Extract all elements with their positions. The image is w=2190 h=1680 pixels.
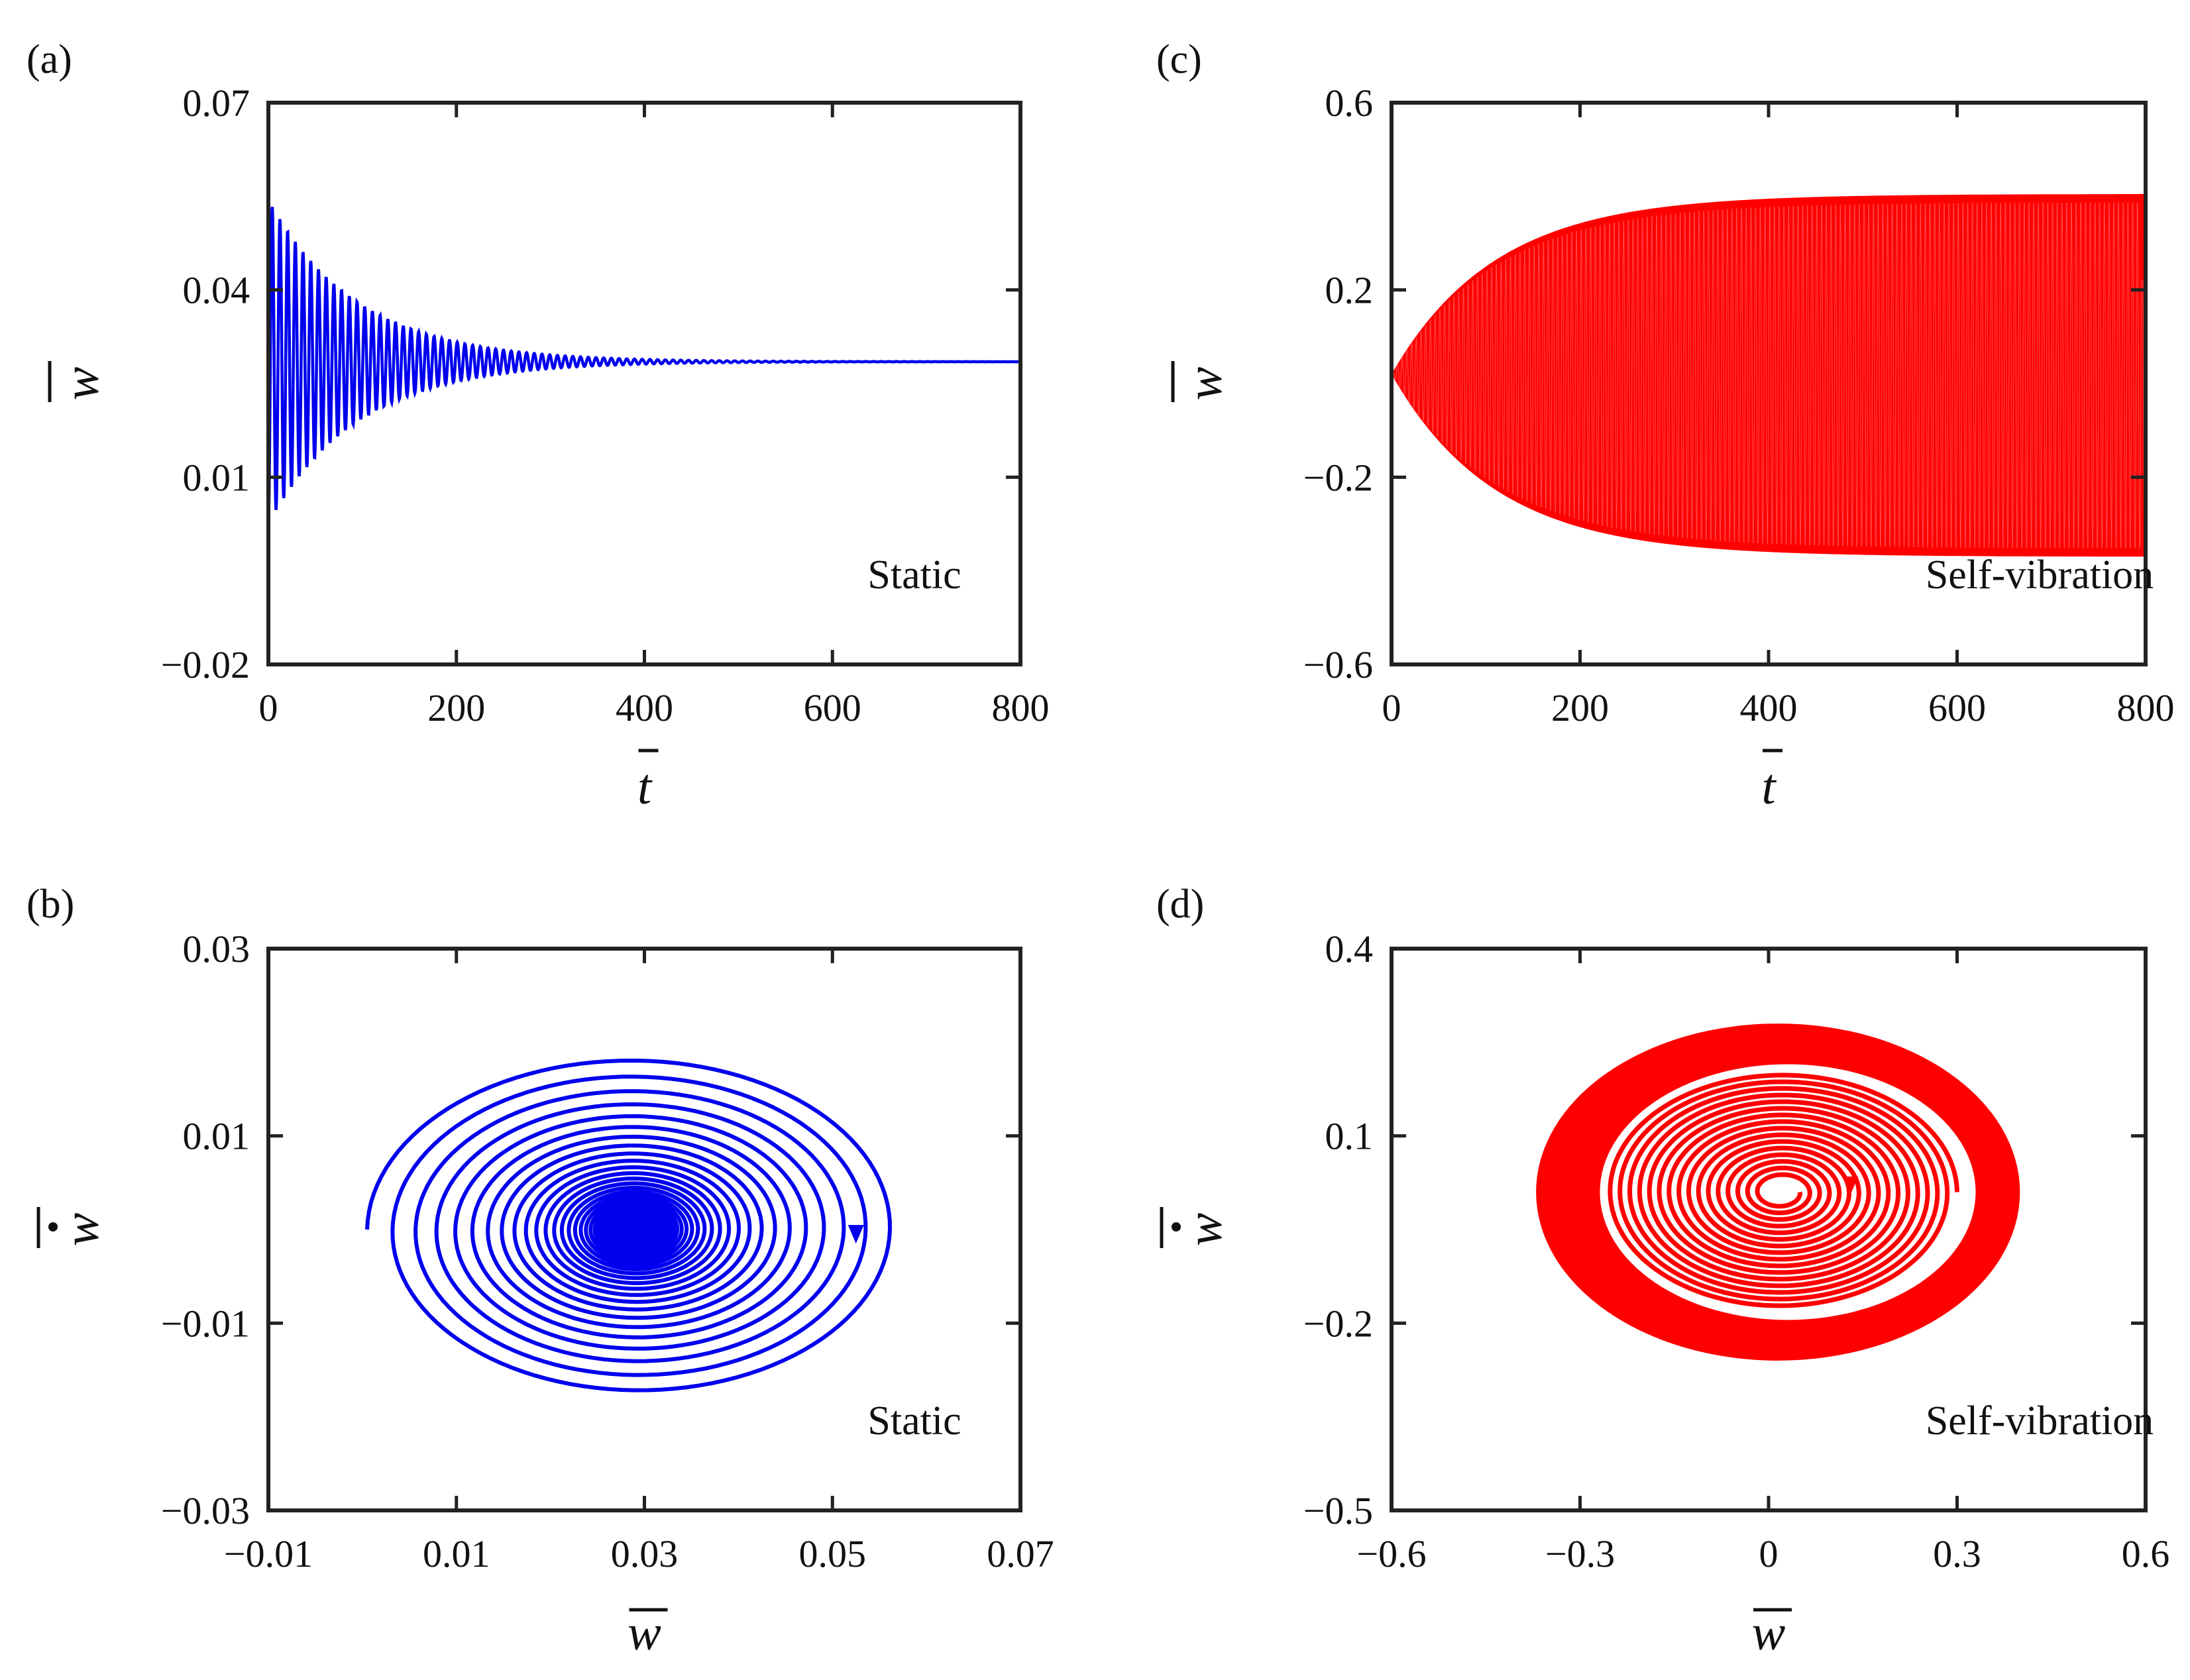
plot-area-b <box>365 1058 893 1392</box>
x-tick-label: 0 <box>1382 686 1401 729</box>
x-tick-label: 0.05 <box>799 1532 867 1575</box>
plot-area-d <box>1536 1024 2020 1361</box>
x-tick-label: 800 <box>992 686 1050 729</box>
phase-trajectory <box>1608 1073 1959 1308</box>
x-tick-label: 0 <box>1759 1532 1779 1575</box>
y-axis-label-group: w <box>36 1207 109 1248</box>
x-tick-label: −0.6 <box>1356 1532 1426 1575</box>
y-axis-label-group: w <box>48 361 109 402</box>
y-tick-label: 0.03 <box>183 927 250 971</box>
trajectory-core <box>598 1203 672 1256</box>
y-label-dot <box>1172 1222 1181 1232</box>
x-tick-label: 800 <box>2117 686 2175 729</box>
y-axis-label: w <box>1177 366 1232 400</box>
y-axis-label: w <box>54 1212 109 1246</box>
x-tick-label: 0.01 <box>423 1532 490 1575</box>
y-tick-label: −0.02 <box>161 643 250 686</box>
annotation: Self-vibration <box>1926 1398 2154 1444</box>
direction-arrow <box>848 1225 864 1244</box>
annotation: Self-vibration <box>1926 552 2154 598</box>
y-axis-label-group: w <box>1160 1207 1232 1248</box>
panel-b: −0.01 0.01 0.03 0.05 0.07−0.03−0.010.010.03(… <box>27 882 1054 1661</box>
x-tick-label: 400 <box>1740 686 1798 729</box>
plot-area-c <box>1392 193 2146 557</box>
panel-c: 0 200 400 600 800 −0.6 −0.2 0.2 0.6 (c) Self-vibra… <box>1156 37 2175 815</box>
y-tick-label: 0.2 <box>1325 269 1374 312</box>
y-tick-label: −0.6 <box>1303 643 1373 686</box>
y-tick-label: −0.2 <box>1303 456 1373 499</box>
x-tick-label: −0.3 <box>1545 1532 1615 1575</box>
y-axis-label-group: w <box>1171 361 1232 402</box>
y-tick-label: 0.01 <box>183 1115 250 1158</box>
panel-d: −0.6 −0.3 0 0.3 0.6 −0.5 −0.2 0.1 0.4 (d) Self-vib… <box>1156 882 2169 1661</box>
y-label-dot <box>48 1222 58 1232</box>
x-tick-label: 600 <box>804 686 861 729</box>
y-tick-label: 0.07 <box>183 81 250 125</box>
x-axis-label: w <box>1752 1605 1786 1661</box>
panel-a: 0 200 400 600 800 −0.02 0.01 0.04 0.07 (a) Static t… <box>27 37 1050 815</box>
x-axis-label: w <box>628 1605 661 1661</box>
panel-label: (c) <box>1156 37 1202 82</box>
y-tick-label: 0.04 <box>183 269 250 312</box>
series-line <box>1392 202 2146 549</box>
annotation: Static <box>867 552 961 598</box>
direction-arrow <box>1842 1177 1859 1196</box>
x-tick-label: 0.07 <box>987 1532 1054 1575</box>
x-axis-label: t <box>637 759 653 815</box>
x-tick-label: 400 <box>616 686 673 729</box>
panel-label: (d) <box>1156 882 1204 927</box>
x-tick-label: 200 <box>427 686 485 729</box>
x-tick-label: 200 <box>1551 686 1609 729</box>
x-tick-label: 0 <box>259 686 278 729</box>
annotation: Static <box>867 1398 961 1444</box>
y-tick-label: −0.5 <box>1303 1489 1373 1532</box>
y-tick-label: −0.01 <box>161 1302 250 1345</box>
panel-label: (a) <box>27 37 72 82</box>
y-tick-label: 0.4 <box>1325 927 1374 971</box>
x-tick-label: −0.01 <box>224 1532 313 1575</box>
x-tick-label: 0.3 <box>1933 1532 1981 1575</box>
y-tick-label: 0.01 <box>183 456 250 499</box>
y-tick-label: 0.6 <box>1325 81 1374 125</box>
series-line <box>268 206 1020 525</box>
x-tick-label: 0.03 <box>611 1532 679 1575</box>
y-tick-label: −0.2 <box>1303 1302 1373 1345</box>
x-tick-label: 0.6 <box>2122 1532 2170 1575</box>
y-tick-label: −0.03 <box>161 1489 250 1532</box>
x-axis-label: t <box>1761 759 1777 815</box>
y-axis-label: w <box>1177 1212 1232 1246</box>
plot-area-a <box>268 206 1020 525</box>
y-tick-label: 0.1 <box>1325 1115 1374 1158</box>
panel-label: (b) <box>27 882 74 927</box>
x-tick-label: 600 <box>1928 686 1986 729</box>
y-axis-label: w <box>54 366 109 400</box>
